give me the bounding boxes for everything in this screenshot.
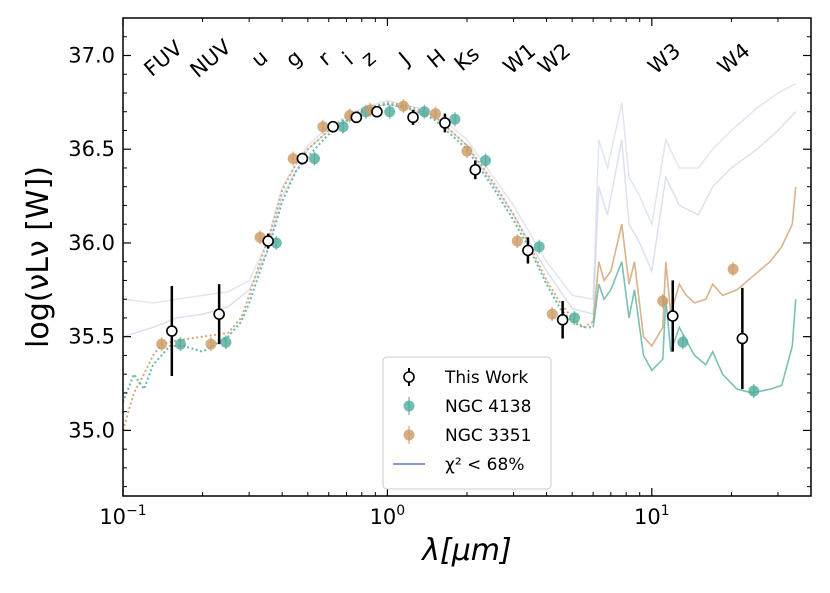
point-ngc-4138 [418, 106, 430, 118]
point-this-work [327, 120, 339, 133]
chi2-curve [123, 82, 797, 304]
point-ngc-3351 [429, 108, 441, 120]
point-this-work [439, 117, 451, 129]
legend-label: χ² < 68% [445, 455, 524, 475]
point-this-work [262, 235, 274, 247]
point-ngc-3351 [156, 338, 168, 350]
legend-label: This Work [444, 368, 528, 388]
point-ngc-4138 [337, 121, 349, 133]
point-ngc-4138 [568, 312, 580, 324]
point-this-work [736, 332, 749, 345]
point-ngc-3351 [317, 121, 329, 133]
x-axis-label: λ[μm] [420, 533, 511, 568]
point-ngc-3351 [511, 235, 523, 247]
data-points [156, 99, 760, 399]
y-axis-label: log(νLν [W]) [21, 166, 56, 348]
point-ngc-4138 [384, 106, 396, 118]
point-this-work [166, 325, 178, 337]
point-this-work [371, 105, 383, 118]
y-tick-label: 36.5 [68, 137, 115, 161]
point-this-work [556, 313, 569, 326]
legend-marker-point [403, 429, 415, 441]
point-this-work [666, 310, 679, 322]
point-ngc-3351 [657, 295, 669, 307]
point-ngc-4138 [533, 241, 545, 253]
legend-marker-this-work [403, 371, 415, 383]
point-this-work [522, 244, 534, 257]
point-this-work [213, 308, 225, 320]
point-ngc-4138 [748, 385, 760, 397]
point-ngc-4138 [480, 154, 492, 166]
legend-box [382, 356, 552, 490]
point-this-work [469, 164, 482, 176]
point-ngc-4138 [309, 153, 321, 165]
point-this-work [350, 111, 363, 124]
legend-label: NGC 4138 [445, 397, 531, 417]
x-tick-label: 101 [634, 503, 670, 529]
y-tick-label: 35.5 [68, 325, 115, 349]
legend: This Work NGC 4138 NGC 3351 χ² < 68% [382, 356, 552, 490]
chi2-curve [123, 103, 797, 338]
y-tick-label: 35.0 [68, 418, 115, 442]
point-ngc-3351 [397, 100, 409, 112]
point-this-work [407, 111, 419, 124]
x-tick-label: 10−1 [99, 503, 146, 529]
point-ngc-3351 [205, 338, 217, 350]
x-tick-label: 100 [370, 503, 406, 529]
point-ngc-4138 [449, 113, 461, 125]
point-ngc-4138 [677, 336, 689, 348]
legend-marker-point [403, 400, 415, 412]
point-ngc-3351 [461, 145, 473, 157]
point-ngc-3351 [727, 263, 739, 275]
point-this-work [296, 152, 309, 165]
y-tick-label: 37.0 [68, 43, 115, 67]
legend-label: NGC 3351 [445, 426, 531, 446]
y-tick-label: 36.0 [68, 231, 115, 255]
point-ngc-4138 [175, 338, 187, 350]
point-ngc-3351 [287, 153, 299, 165]
point-ngc-4138 [220, 336, 232, 348]
axes: 10−1 100 101 35.0 35.5 36.0 36.5 37.0 [68, 17, 812, 529]
point-ngc-3351 [546, 308, 558, 320]
ngc3351-curve-infrared [592, 186, 797, 348]
